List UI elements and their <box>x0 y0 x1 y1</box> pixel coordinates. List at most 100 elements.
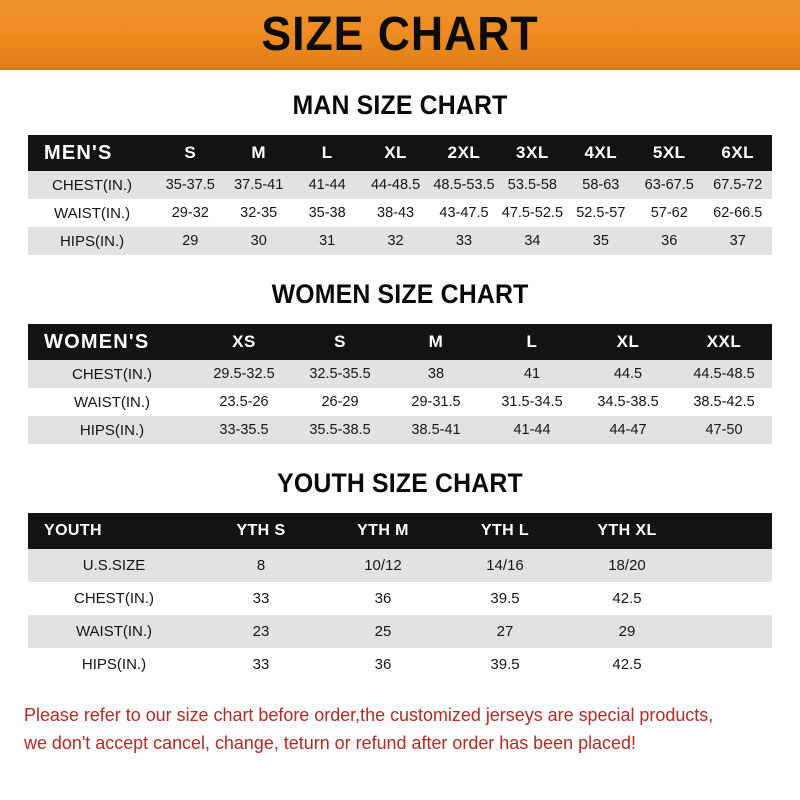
women-waist-s: 26-29 <box>292 388 388 416</box>
men-waist-l: 35-38 <box>292 199 362 227</box>
women-hips-m: 38.5-41 <box>388 416 484 444</box>
men-chest-m: 37.5-41 <box>224 171 293 199</box>
youth-ussize-label: U.S.SIZE <box>28 549 200 582</box>
men-hips-xl: 32 <box>361 227 430 255</box>
men-chest-5xl: 63-67.5 <box>635 171 704 199</box>
men-waist-s: 29-32 <box>156 199 225 227</box>
women-size-header-s: S <box>292 324 388 360</box>
youth-ussize-l: 14/16 <box>444 549 566 582</box>
men-size-header-xl: XL <box>361 135 430 171</box>
youth-size-table: YOUTH YTH S YTH M YTH L YTH XL U.S.SIZE … <box>28 513 772 681</box>
men-hips-3xl: 34 <box>498 227 567 255</box>
youth-size-header-s: YTH S <box>200 513 322 549</box>
youth-waist-l: 27 <box>444 615 566 648</box>
youth-waist-xl: 29 <box>566 615 688 648</box>
table-row: HIPS(IN.) 29 30 31 32 33 34 35 36 37 <box>28 227 772 255</box>
men-chest-4xl: 58-63 <box>566 171 636 199</box>
women-waist-l: 31.5-34.5 <box>484 388 580 416</box>
table-row: CHEST(IN.) 35-37.5 37.5-41 41-44 44-48.5… <box>28 171 772 199</box>
youth-chest-l: 39.5 <box>444 582 566 615</box>
youth-header-label: YOUTH <box>28 513 200 549</box>
page-title: SIZE CHART <box>261 8 539 61</box>
women-waist-xxl: 38.5-42.5 <box>676 388 772 416</box>
women-hips-label: HIPS(IN.) <box>28 416 196 444</box>
men-header-label: MEN'S <box>28 135 157 171</box>
women-chest-l: 41 <box>484 360 580 388</box>
men-chest-s: 35-37.5 <box>156 171 225 199</box>
men-chest-xl: 44-48.5 <box>361 171 430 199</box>
men-waist-3xl: 47.5-52.5 <box>498 199 567 227</box>
footer-disclaimer: Please refer to our size chart before or… <box>24 701 753 757</box>
men-size-header-6xl: 6XL <box>703 135 772 171</box>
table-row: CHEST(IN.) 29.5-32.5 32.5-35.5 38 41 44.… <box>28 360 772 388</box>
women-hips-s: 35.5-38.5 <box>292 416 388 444</box>
men-size-header-s: S <box>156 135 225 171</box>
men-hips-5xl: 36 <box>635 227 704 255</box>
men-hips-6xl: 37 <box>703 227 772 255</box>
youth-chest-label: CHEST(IN.) <box>28 582 200 615</box>
women-hips-l: 41-44 <box>484 416 580 444</box>
men-hips-2xl: 33 <box>429 227 499 255</box>
women-section-title: WOMEN SIZE CHART <box>271 279 529 309</box>
men-table-header-row: MEN'S S M L XL 2XL 3XL 4XL 5XL 6XL <box>28 135 772 171</box>
women-header-label: WOMEN'S <box>28 324 196 360</box>
women-size-section: WOMEN SIZE CHART WOMEN'S XS S M L XL XXL… <box>0 281 800 444</box>
youth-hips-xl: 42.5 <box>566 648 688 681</box>
women-hips-xs: 33-35.5 <box>196 416 292 444</box>
men-chest-6xl: 67.5-72 <box>703 171 772 199</box>
women-table-header-row: WOMEN'S XS S M L XL XXL <box>28 324 772 360</box>
men-chest-3xl: 53.5-58 <box>498 171 567 199</box>
women-size-header-xl: XL <box>580 324 676 360</box>
men-chest-2xl: 48.5-53.5 <box>429 171 499 199</box>
youth-ussize-xl: 18/20 <box>566 549 688 582</box>
youth-waist-m: 25 <box>322 615 444 648</box>
women-waist-label: WAIST(IN.) <box>28 388 196 416</box>
youth-hips-l: 39.5 <box>444 648 566 681</box>
table-row: U.S.SIZE 8 10/12 14/16 18/20 <box>28 549 772 582</box>
women-chest-s: 32.5-35.5 <box>292 360 388 388</box>
men-size-header-l: L <box>292 135 362 171</box>
men-hips-4xl: 35 <box>566 227 636 255</box>
youth-hips-s: 33 <box>200 648 322 681</box>
youth-row-spacer <box>688 549 772 582</box>
men-waist-xl: 38-43 <box>361 199 430 227</box>
youth-size-header-l: YTH L <box>444 513 566 549</box>
women-size-header-m: M <box>388 324 484 360</box>
men-size-header-2xl: 2XL <box>429 135 499 171</box>
men-chest-label: CHEST(IN.) <box>28 171 157 199</box>
men-chest-l: 41-44 <box>292 171 362 199</box>
women-waist-xs: 23.5-26 <box>196 388 292 416</box>
women-chest-xs: 29.5-32.5 <box>196 360 292 388</box>
men-waist-5xl: 57-62 <box>635 199 704 227</box>
man-size-section: MAN SIZE CHART MEN'S S M L XL 2XL 3XL 4X… <box>0 92 800 255</box>
men-waist-m: 32-35 <box>224 199 293 227</box>
youth-waist-s: 23 <box>200 615 322 648</box>
women-hips-xxl: 47-50 <box>676 416 772 444</box>
youth-hips-m: 36 <box>322 648 444 681</box>
youth-ussize-m: 10/12 <box>322 549 444 582</box>
youth-chest-s: 33 <box>200 582 322 615</box>
youth-row-spacer <box>688 582 772 615</box>
women-chest-xl: 44.5 <box>580 360 676 388</box>
youth-header-spacer <box>688 513 772 549</box>
men-size-table: MEN'S S M L XL 2XL 3XL 4XL 5XL 6XL CHEST… <box>28 135 772 255</box>
youth-section-title: YOUTH SIZE CHART <box>277 468 523 498</box>
women-chest-label: CHEST(IN.) <box>28 360 196 388</box>
men-size-header-m: M <box>224 135 293 171</box>
men-waist-4xl: 52.5-57 <box>566 199 636 227</box>
women-hips-xl: 44-47 <box>580 416 676 444</box>
women-size-table: WOMEN'S XS S M L XL XXL CHEST(IN.) 29.5-… <box>28 324 772 444</box>
men-waist-label: WAIST(IN.) <box>28 199 157 227</box>
table-row: WAIST(IN.) 29-32 32-35 35-38 38-43 43-47… <box>28 199 772 227</box>
women-size-header-xxl: XXL <box>676 324 772 360</box>
men-hips-s: 29 <box>156 227 225 255</box>
women-size-header-xs: XS <box>196 324 292 360</box>
table-row: CHEST(IN.) 33 36 39.5 42.5 <box>28 582 772 615</box>
youth-size-header-m: YTH M <box>322 513 444 549</box>
women-size-header-l: L <box>484 324 580 360</box>
footer-line-2: we don't accept cancel, change, teturn o… <box>24 731 636 753</box>
women-waist-xl: 34.5-38.5 <box>580 388 676 416</box>
table-row: HIPS(IN.) 33-35.5 35.5-38.5 38.5-41 41-4… <box>28 416 772 444</box>
women-chest-m: 38 <box>388 360 484 388</box>
